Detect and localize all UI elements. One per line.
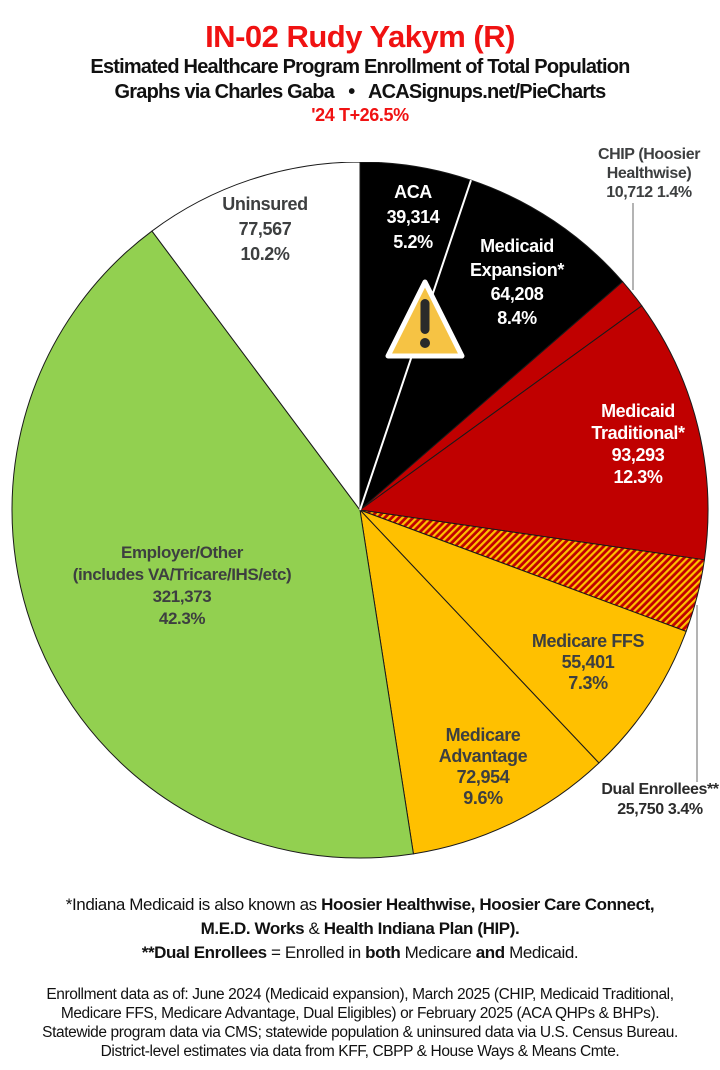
- label-line: Employer/Other: [121, 543, 243, 562]
- pie-chart: ACA 39,314 5.2% Medicaid Expansion* 64,2…: [0, 146, 720, 862]
- label-pct: 7.3%: [568, 673, 608, 693]
- label-value: 72,954: [456, 767, 510, 787]
- footnote-line: Statewide program data via CMS; statewid…: [42, 1024, 678, 1041]
- label-line: (includes VA/Tricare/IHS/etc): [72, 565, 292, 584]
- footnote-text: Medicare: [400, 943, 476, 962]
- chip-slice-label: CHIP (Hoosier Healthwise) 10,712 1.4%: [564, 145, 720, 202]
- pie-slice-medicaid-expansion: [359, 179, 624, 511]
- footnote-line: M.E.D. Works & Health Indiana Plan (HIP)…: [0, 917, 720, 941]
- aca-slice-label: ACA 39,314 5.2%: [343, 180, 483, 255]
- uninsured-slice-label: Uninsured 77,567 10.2%: [185, 192, 345, 267]
- label-pct: 9.6%: [463, 788, 503, 808]
- footnote-text: *Indiana Medicaid is also known as: [65, 895, 322, 914]
- label-pct: 10.2%: [240, 244, 290, 264]
- footnote-line: Enrollment data as of: June 2024 (Medica…: [46, 986, 674, 1003]
- footnote-line: District-level estimates via data from K…: [100, 1043, 620, 1060]
- label-pct: 42.3%: [158, 609, 206, 628]
- label-pct: 5.2%: [393, 232, 433, 252]
- pie-slice-uninsured: [151, 162, 361, 511]
- label-value: 77,567: [238, 219, 292, 239]
- footnote-line: *Indiana Medicaid is also known as Hoosi…: [0, 893, 720, 917]
- footnote-text-bold: **Dual Enrollees: [141, 943, 267, 962]
- label-line: Advantage: [438, 746, 528, 766]
- warning-icon: [385, 279, 465, 359]
- footnote-text-bold: Health Indiana Plan (HIP).: [323, 919, 520, 938]
- label-pct: 12.3%: [613, 467, 663, 487]
- pie-slice-medicare-ffs: [359, 509, 687, 764]
- label-line: Healthwise): [606, 165, 692, 182]
- label-value: 93,293: [611, 445, 665, 465]
- label-value-pct: 25,750 3.4%: [560, 800, 720, 820]
- footnote-text-bold: both: [365, 943, 401, 962]
- label-value: 64,208: [490, 284, 544, 304]
- label-pct: 8.4%: [497, 308, 537, 328]
- pie-slice-medicaid-traditional: [359, 305, 709, 561]
- medicaid-expansion-slice-label: Medicaid Expansion* 64,208 8.4%: [432, 234, 602, 330]
- data-sources-footnote: Enrollment data as of: June 2024 (Medica…: [0, 985, 720, 1061]
- pie-svg: [11, 162, 709, 859]
- label-line: Medicaid: [480, 236, 554, 256]
- medicare-advantage-slice-label: Medicare Advantage 72,954 9.6%: [398, 725, 568, 809]
- footnote-line: Medicare FFS, Medicare Advantage, Dual E…: [60, 1005, 660, 1022]
- label-line: Uninsured: [222, 194, 308, 214]
- footnote-text-bold: and: [475, 943, 505, 962]
- chart-subtitle: Estimated Healthcare Program Enrollment …: [90, 56, 630, 78]
- pie-slice-medicare-advantage: [359, 509, 600, 855]
- label-line: Traditional*: [591, 423, 685, 443]
- label-line: Medicaid: [601, 401, 675, 421]
- label-line: Medicare FFS: [531, 631, 645, 651]
- label-value: 55,401: [561, 652, 615, 672]
- footnote-text-bold: Hoosier Healthwise, Hoosier Care Connect…: [321, 895, 655, 914]
- label-line: ACA: [394, 182, 432, 202]
- warning-exclamation-bar: [420, 299, 430, 334]
- label-value: 321,373: [152, 587, 212, 606]
- medicaid-footnote: *Indiana Medicaid is also known as Hoosi…: [0, 893, 720, 965]
- warning-exclamation-dot: [420, 338, 430, 348]
- label-value-pct: 10,712 1.4%: [564, 183, 720, 202]
- label-value: 25,750: [617, 801, 664, 818]
- label-line: Expansion*: [469, 260, 565, 280]
- pie-slice-employer-other: [11, 230, 414, 859]
- footnote-text-bold: M.E.D. Works: [200, 919, 305, 938]
- employer-other-slice-label: Employer/Other (includes VA/Tricare/IHS/…: [42, 542, 322, 630]
- chart-attribution: Graphs via Charles Gaba • ACASignups.net…: [114, 81, 607, 103]
- footnote-text: = Enrolled in: [266, 943, 366, 962]
- medicare-ffs-slice-label: Medicare FFS 55,401 7.3%: [498, 631, 678, 694]
- label-value: 10,712: [606, 184, 653, 201]
- label-line: Dual Enrollees**: [601, 781, 719, 798]
- footnote-text: Medicaid.: [504, 943, 579, 962]
- label-value: 39,314: [386, 207, 440, 227]
- label-line: CHIP (Hoosier: [597, 146, 701, 163]
- label-pct: 3.4%: [667, 801, 703, 818]
- election-result-line: '24 T+26.5%: [311, 105, 409, 125]
- footnote-text: &: [304, 919, 324, 938]
- footnote-line: **Dual Enrollees = Enrolled in both Medi…: [0, 941, 720, 965]
- pie-slices: [11, 162, 709, 859]
- page-title: IN-02 Rudy Yakym (R): [205, 19, 515, 54]
- medicaid-traditional-slice-label: Medicaid Traditional* 93,293 12.3%: [553, 400, 720, 488]
- dual-enrollees-slice-label: Dual Enrollees** 25,750 3.4%: [560, 780, 720, 820]
- label-pct: 1.4%: [656, 184, 692, 201]
- label-line: Medicare: [445, 725, 521, 745]
